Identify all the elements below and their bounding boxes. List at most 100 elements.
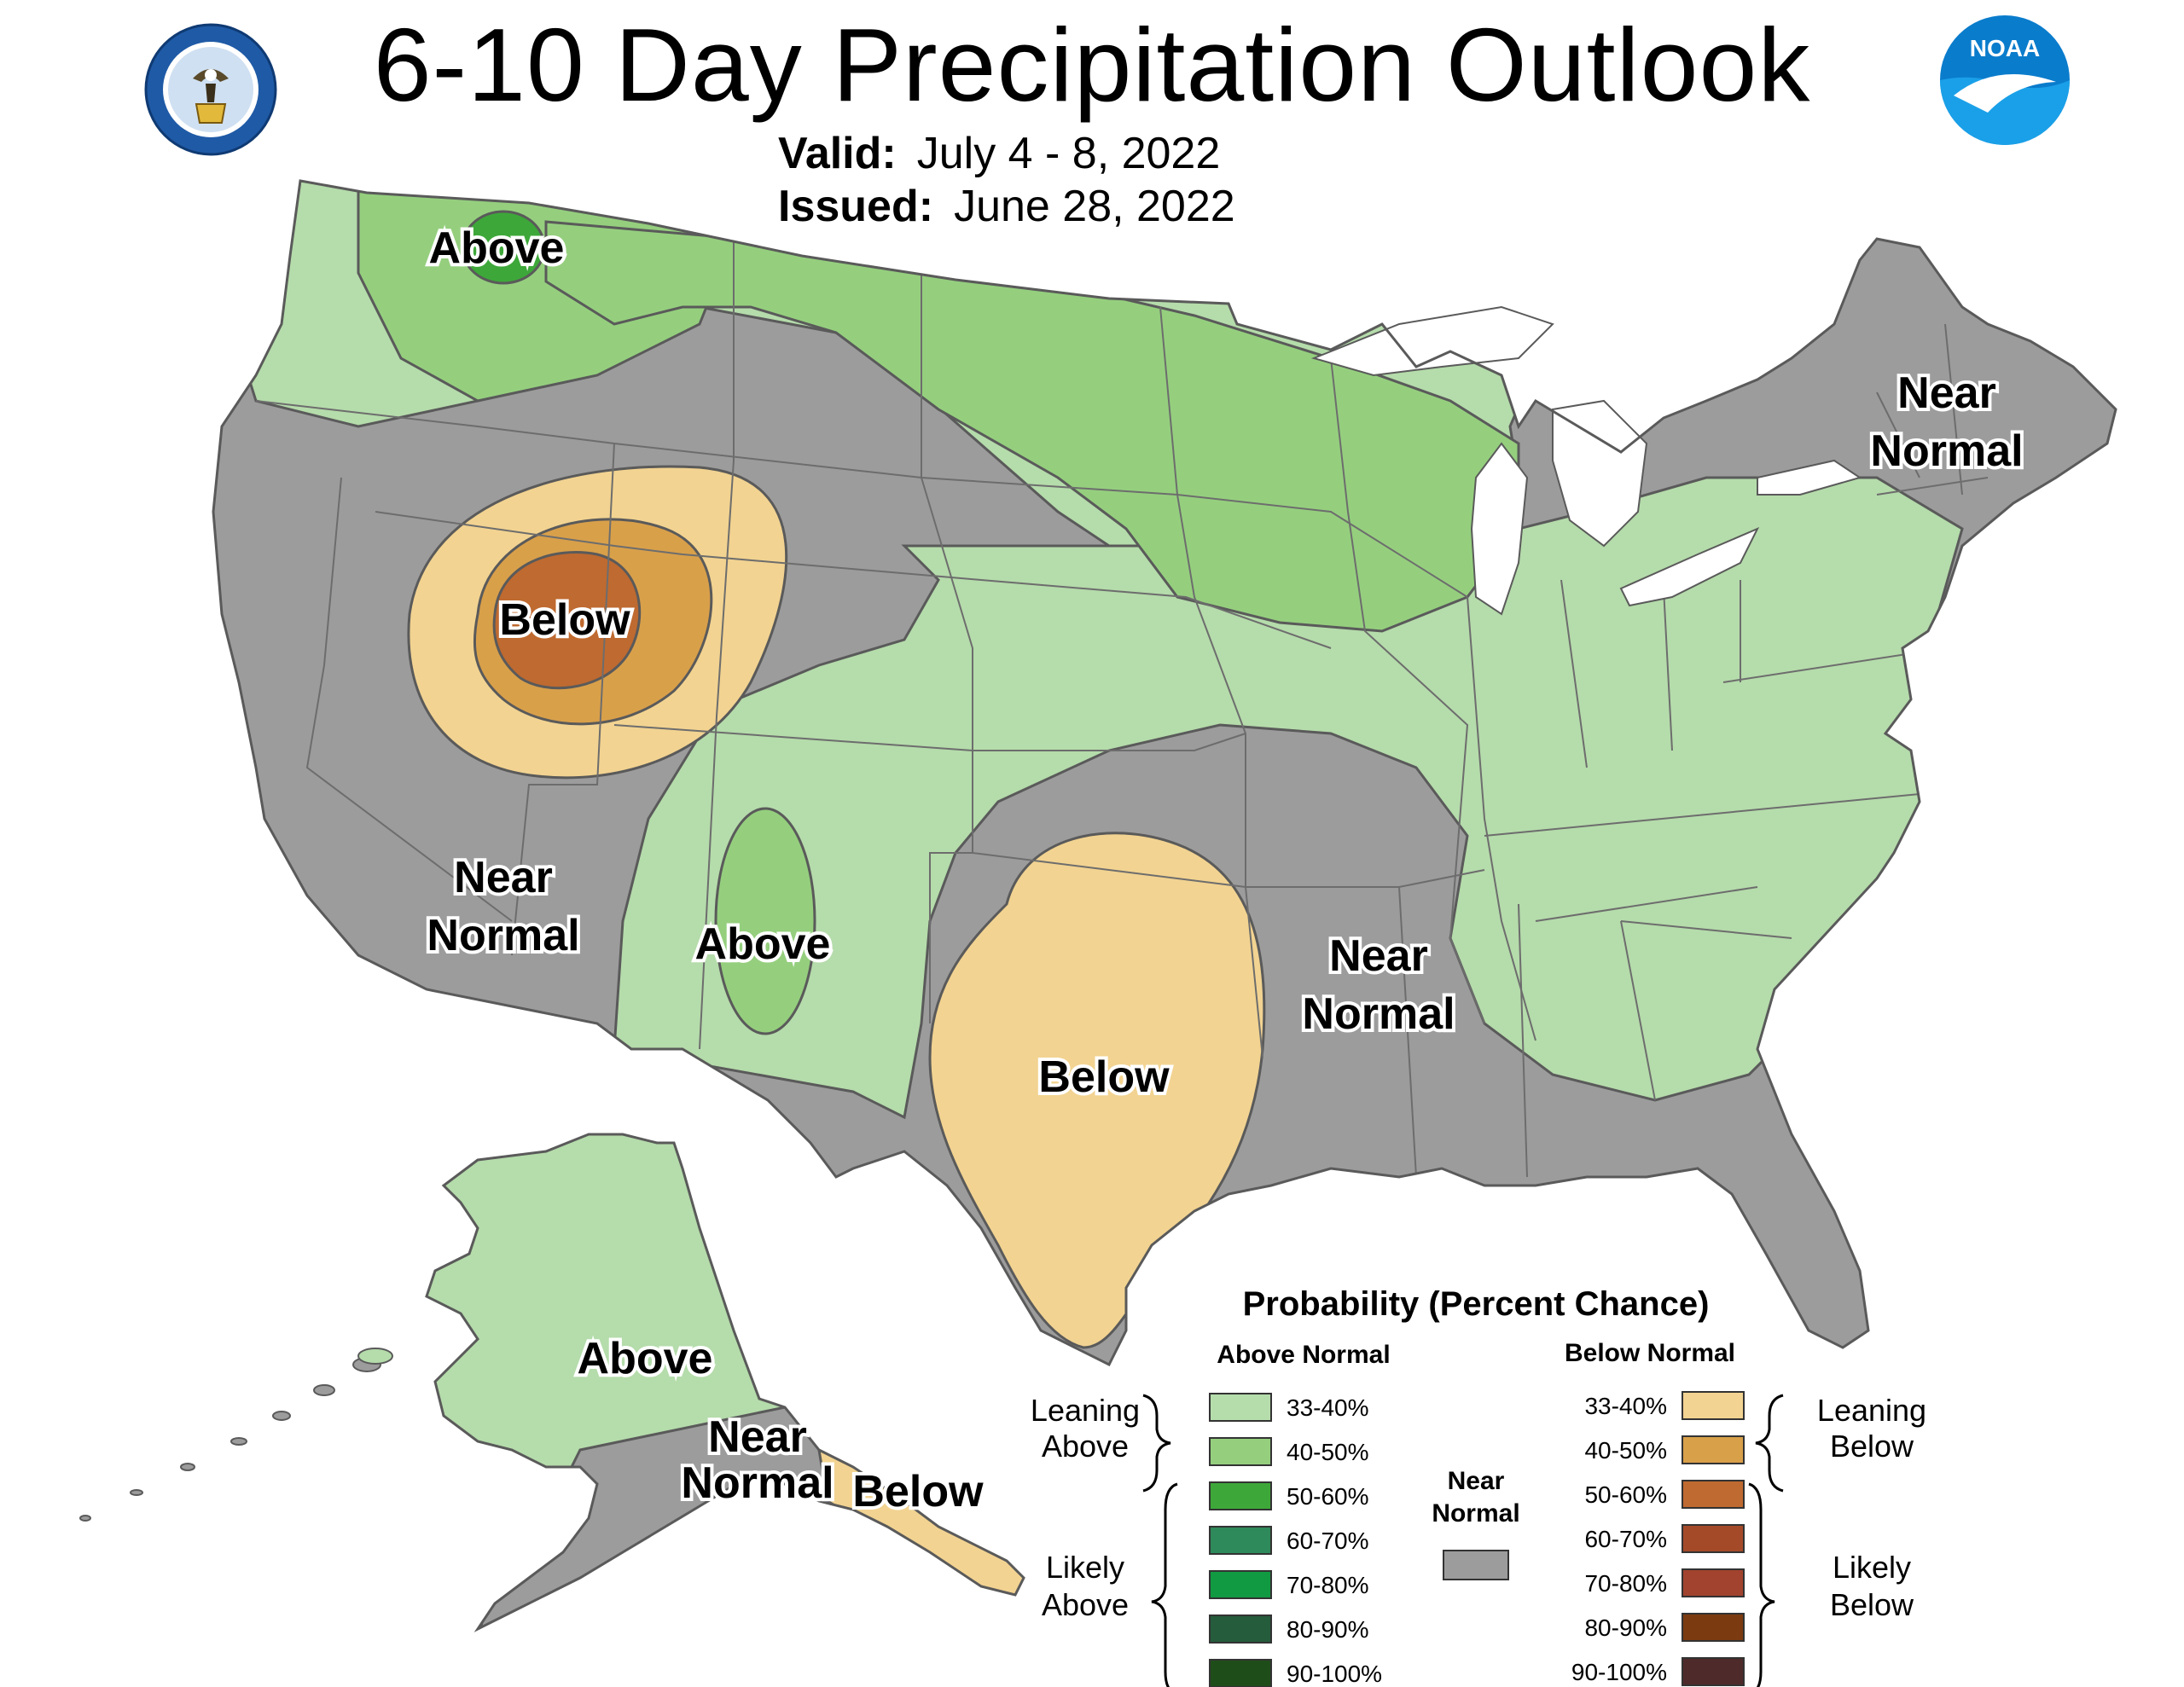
region-above-50-nw bbox=[461, 210, 546, 285]
legend-leaning-below-2: Below bbox=[1830, 1429, 1914, 1464]
map-region-labels: Above Below Near Normal Above Below Near… bbox=[423, 220, 2026, 1520]
noaa-logo-icon: NOAA bbox=[1940, 15, 2070, 145]
label-south-near-1: Near bbox=[1329, 931, 1428, 981]
border-line-15 bbox=[1876, 323, 1989, 496]
aleutian-islands bbox=[79, 1348, 393, 1522]
legend-below-header: Below Normal bbox=[1565, 1339, 1735, 1367]
label-south-near-2: Normal bbox=[1302, 989, 1455, 1039]
island-8 bbox=[357, 1348, 393, 1365]
swatch-above-50-60 bbox=[1209, 1481, 1272, 1510]
brace-leaning-above bbox=[1142, 1394, 1171, 1493]
label-tx-below: Below bbox=[1038, 1052, 1170, 1102]
label-above-80-90: 80-90% bbox=[1287, 1616, 1369, 1643]
department-of-commerce-seal-icon bbox=[144, 23, 277, 156]
region-above-central bbox=[613, 476, 1964, 1120]
border-line-9 bbox=[972, 852, 1485, 888]
legend-near-2: Normal bbox=[1432, 1499, 1519, 1528]
swatch-below-60-70 bbox=[1682, 1524, 1745, 1553]
state-borders bbox=[255, 239, 1989, 1178]
lake-michigan bbox=[1470, 442, 1529, 616]
label-nw-above: Above bbox=[429, 223, 565, 273]
swatch-above-40-50 bbox=[1209, 1437, 1272, 1466]
island-5 bbox=[180, 1463, 195, 1471]
label-above-60-70: 60-70% bbox=[1287, 1528, 1369, 1554]
label-below-90-100: 90-100% bbox=[1571, 1659, 1667, 1685]
swatch-below-80-90 bbox=[1682, 1613, 1745, 1642]
swatch-below-90-100 bbox=[1682, 1657, 1745, 1686]
label-sw-near-2: Normal bbox=[427, 911, 579, 960]
swatch-above-60-70 bbox=[1209, 1526, 1272, 1555]
swatch-near-normal bbox=[1443, 1550, 1509, 1580]
label-below-70-80: 70-80% bbox=[1584, 1570, 1667, 1597]
swatch-above-70-80 bbox=[1209, 1570, 1272, 1599]
swatch-below-40-50 bbox=[1682, 1435, 1745, 1464]
brace-leaning-below bbox=[1755, 1394, 1784, 1493]
label-ak-above: Above bbox=[578, 1334, 713, 1383]
label-ak-below: Below bbox=[852, 1467, 984, 1516]
swatch-below-70-80 bbox=[1682, 1568, 1745, 1597]
page-title: 6-10 Day Precipitation Outlook bbox=[373, 7, 1811, 123]
label-ne-near-1: Near bbox=[1897, 368, 1996, 418]
label-above-90-100: 90-100% bbox=[1287, 1661, 1382, 1687]
border-line-8 bbox=[1159, 306, 1263, 1058]
brace-likely-below bbox=[1748, 1482, 1775, 1687]
valid-dates: Valid: July 4 - 8, 2022 bbox=[778, 128, 1220, 179]
lake-ontario bbox=[1757, 459, 1862, 496]
legend-leaning-above-2: Above bbox=[1042, 1429, 1129, 1464]
legend-leaning-above-1: Leaning bbox=[1031, 1393, 1140, 1428]
swatch-below-33-40 bbox=[1682, 1391, 1745, 1420]
label-below-60-70: 60-70% bbox=[1584, 1526, 1667, 1552]
island-2 bbox=[313, 1384, 335, 1396]
lake-superior bbox=[1310, 305, 1554, 377]
legend-likely-above-1: Likely bbox=[1046, 1550, 1124, 1585]
label-west-below: Below bbox=[499, 595, 630, 645]
border-line-3 bbox=[305, 477, 513, 922]
legend-near-1: Near bbox=[1448, 1467, 1505, 1495]
noaa-logo-text: NOAA bbox=[1970, 35, 2040, 61]
legend: Probability (Percent Chance) Above Norma… bbox=[1031, 1285, 1926, 1687]
island-7 bbox=[79, 1515, 91, 1522]
issued-value: June 28, 2022 bbox=[954, 182, 1235, 231]
valid-label: Valid: bbox=[778, 129, 897, 178]
legend-likely-below-2: Below bbox=[1830, 1587, 1914, 1622]
border-line-7 bbox=[613, 724, 1246, 751]
border-line-13 bbox=[1484, 792, 1929, 939]
valid-value: July 4 - 8, 2022 bbox=[916, 129, 1221, 178]
swatch-above-90-100 bbox=[1209, 1659, 1272, 1687]
label-above-70-80: 70-80% bbox=[1287, 1572, 1369, 1598]
issued-date: Issued: June 28, 2022 bbox=[778, 181, 1235, 232]
label-above-40-50: 40-50% bbox=[1287, 1439, 1369, 1465]
swatch-above-33-40 bbox=[1209, 1393, 1272, 1422]
label-above-50-60: 50-60% bbox=[1287, 1483, 1369, 1510]
lake-erie bbox=[1619, 527, 1760, 607]
label-sw-above: Above bbox=[695, 919, 831, 969]
label-below-50-60: 50-60% bbox=[1584, 1481, 1667, 1508]
label-below-40-50: 40-50% bbox=[1584, 1437, 1667, 1464]
legend-likely-above-2: Above bbox=[1042, 1587, 1129, 1622]
issued-label: Issued: bbox=[778, 182, 934, 231]
border-line-4 bbox=[511, 443, 615, 956]
border-line-2 bbox=[375, 511, 1332, 649]
swatch-above-80-90 bbox=[1209, 1615, 1272, 1644]
legend-leaning-below-1: Leaning bbox=[1817, 1393, 1926, 1428]
border-line-12 bbox=[1398, 886, 1656, 1178]
lake-huron bbox=[1552, 399, 1648, 548]
border-line-11 bbox=[1467, 596, 1536, 1041]
island-6 bbox=[130, 1489, 143, 1496]
label-sw-near-1: Near bbox=[454, 853, 553, 902]
great-lakes bbox=[1310, 305, 1862, 616]
label-ak-near-1: Near bbox=[708, 1412, 807, 1462]
legend-above-header: Above Normal bbox=[1217, 1341, 1390, 1369]
label-above-33-40: 33-40% bbox=[1287, 1394, 1369, 1421]
island-3 bbox=[272, 1411, 291, 1421]
label-ak-near-2: Normal bbox=[681, 1458, 834, 1508]
border-line-10 bbox=[1330, 357, 1485, 1024]
legend-title: Probability (Percent Chance) bbox=[1243, 1285, 1710, 1323]
label-below-80-90: 80-90% bbox=[1584, 1615, 1667, 1641]
brace-likely-above bbox=[1151, 1482, 1178, 1687]
swatch-below-50-60 bbox=[1682, 1480, 1745, 1509]
border-line-5 bbox=[699, 239, 735, 1050]
border-line-14 bbox=[1560, 579, 1946, 768]
